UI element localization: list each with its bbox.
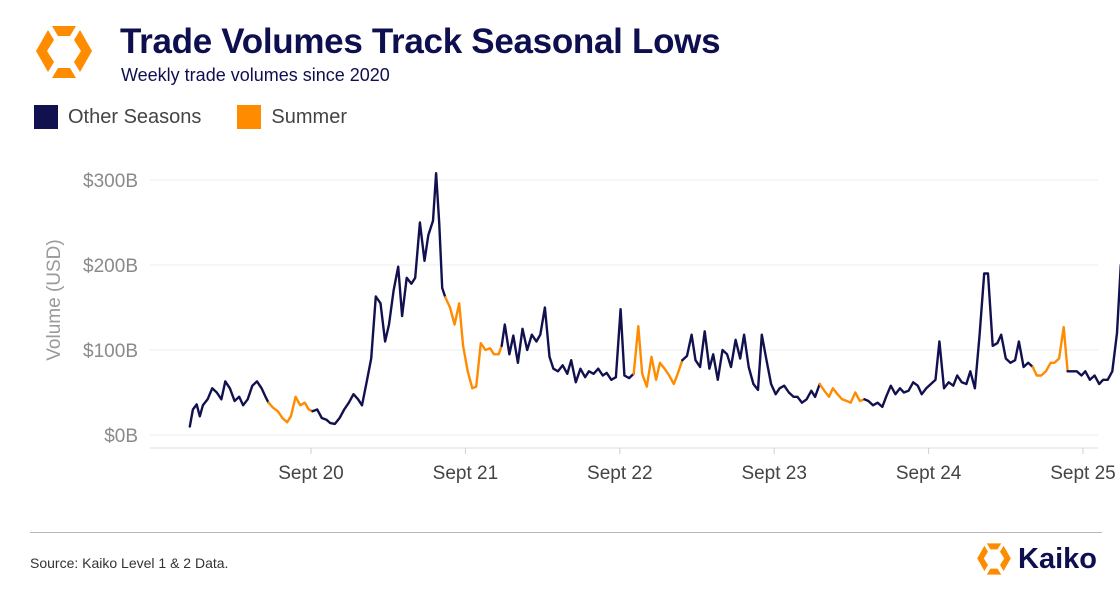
chart-subtitle: Weekly trade volumes since 2020 <box>121 65 390 85</box>
y-tick-label: $100B <box>83 341 138 362</box>
legend-label-other-seasons: Other Seasons <box>68 105 202 128</box>
x-tick-label: Sept 22 <box>587 463 653 484</box>
series-line-other-seasons <box>681 330 821 404</box>
series-line-summer <box>444 296 503 390</box>
series-line-other-seasons <box>311 172 447 426</box>
x-tick-label: Sept 25 <box>1050 463 1116 484</box>
series-line-other-seasons <box>500 306 635 384</box>
series-line-other-seasons <box>863 272 1034 409</box>
legend-swatch-other-seasons <box>34 105 58 129</box>
footer-brand: Kaiko <box>976 542 1097 576</box>
source-note: Source: Kaiko Level 1 & 2 Data. <box>30 555 229 571</box>
legend-swatch-summer <box>237 105 262 129</box>
kaiko-logo-icon <box>36 26 92 78</box>
series-line-other-seasons <box>1066 264 1120 386</box>
footer-divider <box>30 532 1102 533</box>
x-tick-label: Sept 24 <box>896 463 962 484</box>
x-tick-label: Sept 21 <box>433 463 499 484</box>
y-tick-label: $200B <box>83 256 138 277</box>
y-tick-label: $0B <box>104 426 138 447</box>
legend-label-summer: Summer <box>271 105 347 128</box>
volume-line-chart: $0B $100B $200B $300B Sept 20 Sept 21 Sept 22 S… <box>44 171 1120 484</box>
y-axis-label: Volume (USD) <box>44 239 65 360</box>
legend-item-summer: Summer <box>237 105 347 129</box>
series-line-summer <box>267 395 314 424</box>
chart-title: Trade Volumes Track Seasonal Lows <box>120 22 721 61</box>
series-line-summer <box>1031 325 1069 377</box>
kaiko-brand-icon <box>977 543 1011 575</box>
x-tick-label: Sept 23 <box>741 463 807 484</box>
series-line-summer <box>632 325 684 388</box>
legend-item-other-seasons: Other Seasons <box>34 105 201 129</box>
series-line-other-seasons <box>188 380 270 428</box>
legend: Other Seasons Summer <box>34 105 383 129</box>
series-line-summer <box>818 382 866 404</box>
x-tick-label: Sept 20 <box>278 463 344 484</box>
brand-name: Kaiko <box>1018 542 1097 575</box>
y-tick-label: $300B <box>83 171 138 192</box>
